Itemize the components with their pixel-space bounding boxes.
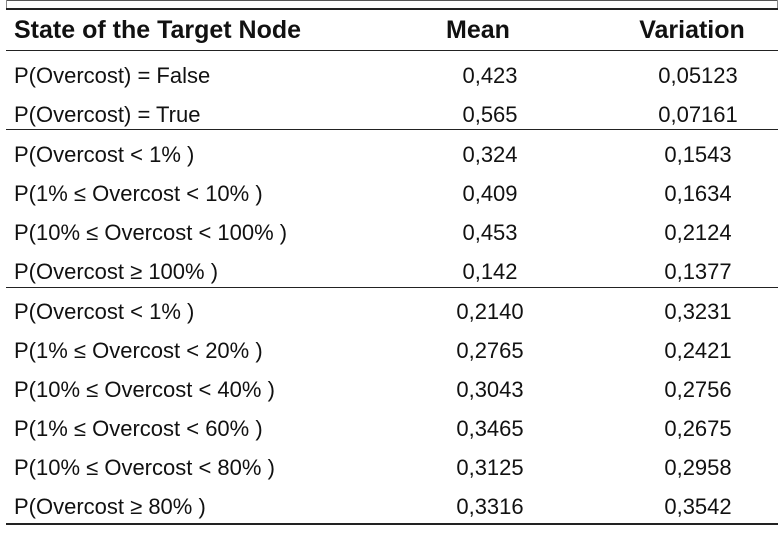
variation-cell: 0,1634 <box>664 180 732 206</box>
state-cell: P(Overcost < 1% ) <box>14 141 195 167</box>
column-header-state: State of the Target Node <box>14 15 302 44</box>
state-cell: P(Overcost ≥ 80% ) <box>14 493 206 519</box>
table-row: P(10% ≤ Overcost < 40% ) 0,3043 0,2756 <box>6 370 778 409</box>
mean-cell: 0,2140 <box>456 298 524 324</box>
table-row: P(Overcost ≥ 100% ) 0,142 0,1377 <box>6 252 778 291</box>
variation-cell: 0,1377 <box>664 258 732 284</box>
results-table: State of the Target Node Mean Variation … <box>6 0 778 534</box>
variation-cell: 0,2958 <box>664 454 732 480</box>
mean-cell: 0,3316 <box>456 493 524 519</box>
state-cell: P(Overcost < 1% ) <box>14 298 195 324</box>
variation-cell: 0,07161 <box>658 101 738 127</box>
mean-cell: 0,142 <box>462 258 518 284</box>
mean-cell: 0,3043 <box>456 376 524 402</box>
variation-cell: 0,2756 <box>664 376 732 402</box>
state-cell: P(10% ≤ Overcost < 40% ) <box>14 376 275 402</box>
mean-cell: 0,3465 <box>456 415 524 441</box>
frame-left-edge <box>6 0 7 10</box>
table-row: P(1% ≤ Overcost < 20% ) 0,2765 0,2421 <box>6 331 778 370</box>
variation-cell: 0,05123 <box>658 62 738 88</box>
variation-cell: 0,3231 <box>664 298 732 324</box>
mean-cell: 0,423 <box>462 62 518 88</box>
table-row: P(Overcost < 1% ) 0,324 0,1543 <box>6 135 778 174</box>
variation-cell: 0,1543 <box>664 141 732 167</box>
table-row: P(1% ≤ Overcost < 10% ) 0,409 0,1634 <box>6 174 778 213</box>
column-header-mean: Mean <box>446 15 510 44</box>
state-cell: P(1% ≤ Overcost < 20% ) <box>14 337 263 363</box>
table-row: P(Overcost ≥ 80% ) 0,3316 0,3542 <box>6 487 778 526</box>
variation-cell: 0,2675 <box>664 415 732 441</box>
state-cell: P(1% ≤ Overcost < 60% ) <box>14 415 263 441</box>
column-header-variation: Variation <box>639 15 745 44</box>
table-row: P(Overcost < 1% ) 0,2140 0,3231 <box>6 292 778 331</box>
state-cell: P(10% ≤ Overcost < 80% ) <box>14 454 275 480</box>
table-row: P(10% ≤ Overcost < 100% ) 0,453 0,2124 <box>6 213 778 252</box>
variation-cell: 0,3542 <box>664 493 732 519</box>
variation-cell: 0,2421 <box>664 337 732 363</box>
table-header: State of the Target Node Mean Variation <box>6 10 778 51</box>
group-separator <box>6 287 778 288</box>
state-cell: P(10% ≤ Overcost < 100% ) <box>14 219 288 245</box>
bottom-rule <box>6 523 778 525</box>
top-thin-rule <box>6 0 778 1</box>
group-separator <box>6 129 778 130</box>
table-row: P(10% ≤ Overcost < 80% ) 0,3125 0,2958 <box>6 448 778 487</box>
mean-cell: 0,324 <box>462 141 518 167</box>
mean-cell: 0,2765 <box>456 337 524 363</box>
mean-cell: 0,3125 <box>456 454 524 480</box>
mean-cell: 0,409 <box>462 180 518 206</box>
state-cell: P(1% ≤ Overcost < 10% ) <box>14 180 263 206</box>
state-cell: P(Overcost) = False <box>14 62 211 88</box>
variation-cell: 0,2124 <box>664 219 732 245</box>
top-rule <box>6 8 778 10</box>
state-cell: P(Overcost ≥ 100% ) <box>14 258 219 284</box>
table-row: P(Overcost) = False 0,423 0,05123 <box>6 56 778 95</box>
state-cell: P(Overcost) = True <box>14 101 201 127</box>
table-row: P(Overcost) = True 0,565 0,07161 <box>6 95 778 134</box>
table-row: P(1% ≤ Overcost < 60% ) 0,3465 0,2675 <box>6 409 778 448</box>
mean-cell: 0,453 <box>462 219 518 245</box>
mean-cell: 0,565 <box>462 101 518 127</box>
